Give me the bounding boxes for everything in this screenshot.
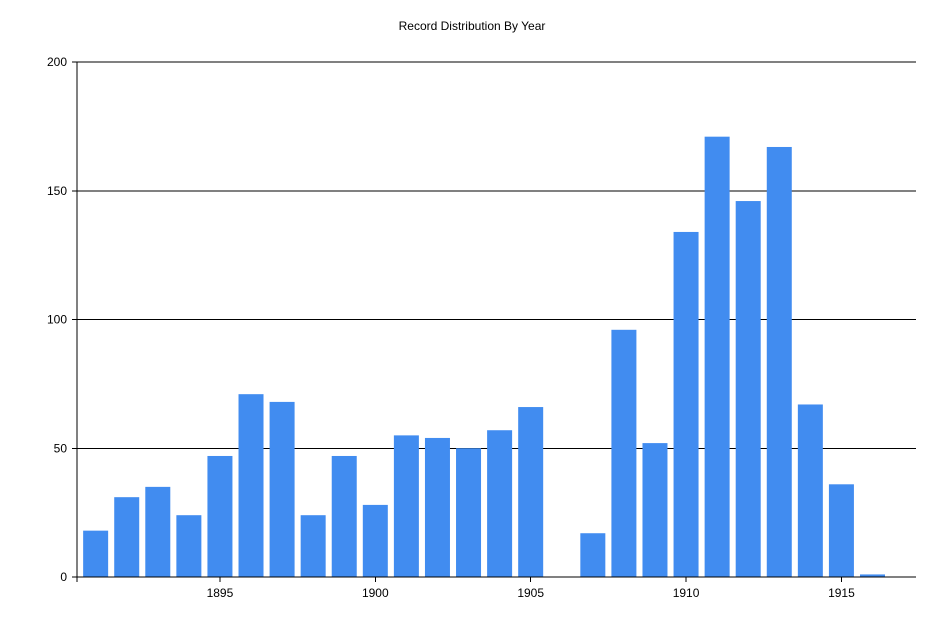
bars xyxy=(83,136,885,578)
x-tick-label-0: 1895 xyxy=(207,586,234,600)
bar-1899 xyxy=(331,455,357,577)
bar-1897 xyxy=(269,401,295,577)
bar-1913 xyxy=(766,146,792,577)
bar-1914 xyxy=(797,404,823,577)
x-tick-label-1: 1900 xyxy=(362,586,389,600)
bar-1910 xyxy=(673,231,699,577)
x-axis-ticks: 1895 1900 1905 1910 1915 xyxy=(76,577,855,600)
x-tick-label-3: 1910 xyxy=(673,586,700,600)
x-tick-label-4: 1915 xyxy=(828,586,855,600)
bar-1904 xyxy=(487,430,513,577)
bar-1911 xyxy=(704,136,730,578)
bar-1892 xyxy=(114,497,140,577)
bar-1893 xyxy=(145,486,171,577)
bar-1902 xyxy=(424,437,450,577)
y-tick-label-1: 50 xyxy=(54,441,68,455)
bar-1912 xyxy=(735,201,761,578)
bar-1898 xyxy=(300,515,326,577)
bar-1909 xyxy=(642,443,668,577)
bar-1905 xyxy=(518,407,544,577)
chart-title: Record Distribution By Year xyxy=(399,19,546,33)
bar-1896 xyxy=(238,394,264,577)
y-axis-ticks: 0 50 100 150 200 xyxy=(47,55,77,584)
y-tick-label-4: 200 xyxy=(47,55,67,69)
bar-1901 xyxy=(393,435,419,577)
bar-1900 xyxy=(362,504,388,577)
bar-1903 xyxy=(456,448,482,577)
x-tick-label-2: 1905 xyxy=(517,586,544,600)
bar-1895 xyxy=(207,455,233,577)
y-tick-label-2: 100 xyxy=(47,313,67,327)
bar-1907 xyxy=(580,533,606,577)
bar-1916 xyxy=(859,574,885,577)
bar-1915 xyxy=(828,484,854,577)
y-tick-label-3: 150 xyxy=(47,184,67,198)
bar-1891 xyxy=(83,530,109,577)
y-tick-label-0: 0 xyxy=(60,570,67,584)
bar-1908 xyxy=(611,329,637,577)
bar-1894 xyxy=(176,515,202,577)
